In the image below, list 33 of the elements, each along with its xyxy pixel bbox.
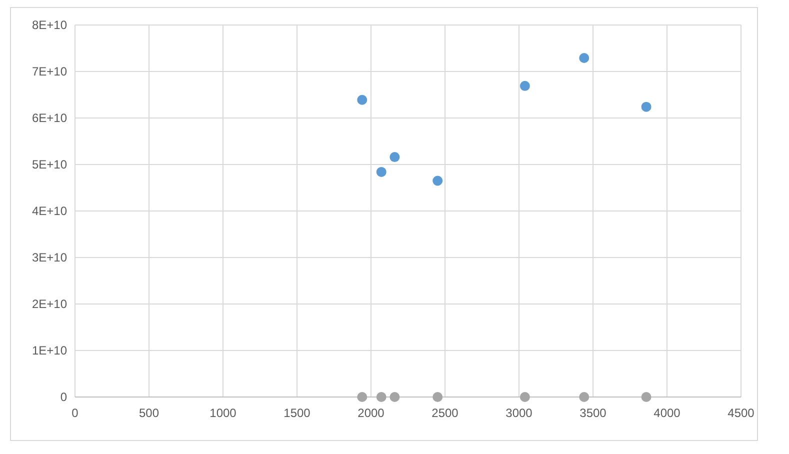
point	[357, 392, 368, 402]
x-tick-label: 1500	[284, 406, 311, 420]
point	[579, 392, 590, 402]
y-tick-label: 4E+10	[32, 204, 68, 218]
x-tick-label: 4500	[728, 406, 755, 420]
x-tick-label: 3000	[506, 406, 533, 420]
y-tick-label: 1E+10	[32, 344, 68, 358]
x-tick-label: 0	[72, 406, 79, 420]
y-tick-label: 2E+10	[32, 297, 68, 312]
point	[520, 80, 530, 91]
point	[390, 392, 400, 402]
y-tick-label: 8E+10	[32, 18, 68, 32]
point	[641, 102, 652, 112]
point	[432, 176, 443, 186]
point	[641, 392, 652, 402]
x-tick-label: 2000	[358, 406, 385, 420]
point	[432, 392, 443, 402]
x-tick-label: 2500	[432, 406, 459, 420]
x-tick-label: 4000	[654, 406, 681, 420]
y-tick-label: 0	[60, 390, 68, 404]
point	[376, 166, 386, 177]
point	[520, 392, 530, 402]
y-tick-label: 3E+10	[32, 250, 68, 265]
y-tick-label: 7E+10	[32, 64, 68, 79]
point	[579, 53, 590, 64]
point	[390, 152, 400, 162]
y-tick-label: 5E+10	[32, 158, 68, 172]
x-tick-label: 1000	[210, 406, 237, 420]
x-tick-label: 3500	[580, 406, 607, 420]
x-tick-label: 500	[138, 406, 160, 420]
point	[376, 392, 386, 402]
y-tick-label: 6E+10	[32, 111, 68, 126]
point	[357, 94, 368, 105]
